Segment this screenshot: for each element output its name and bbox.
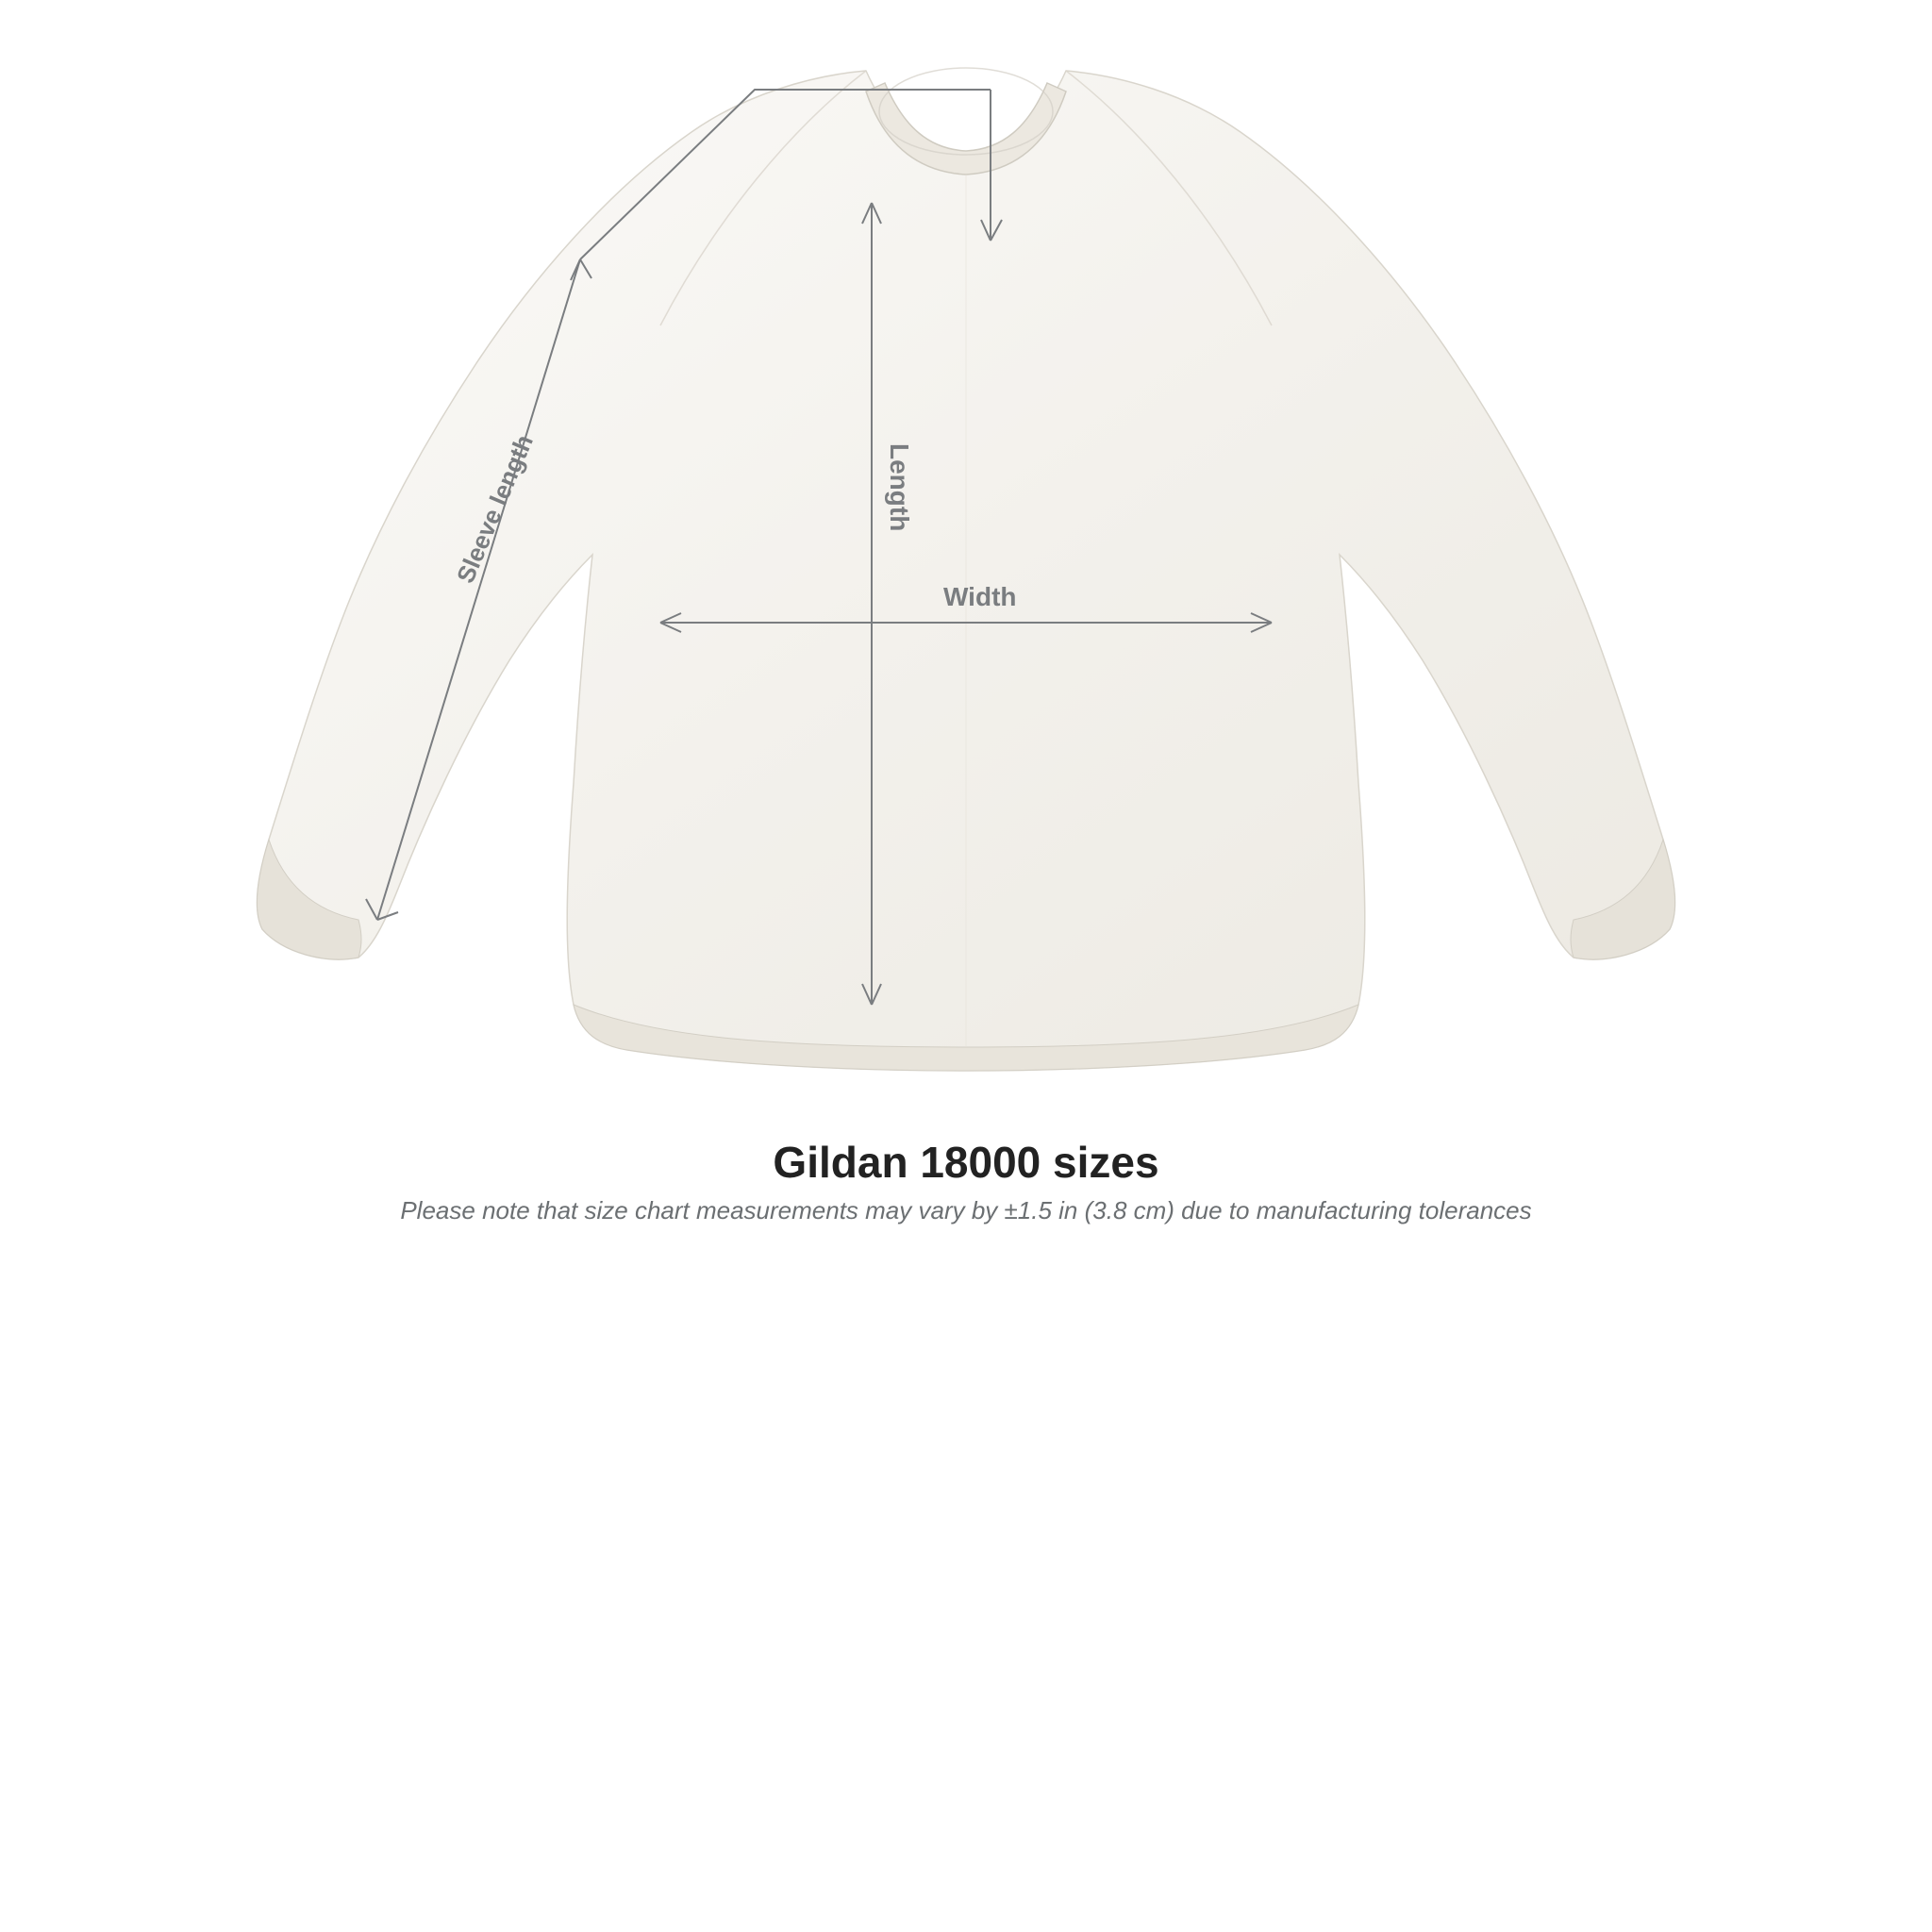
svg-text:Length: Length bbox=[885, 443, 914, 531]
svg-text:Width: Width bbox=[943, 582, 1017, 611]
